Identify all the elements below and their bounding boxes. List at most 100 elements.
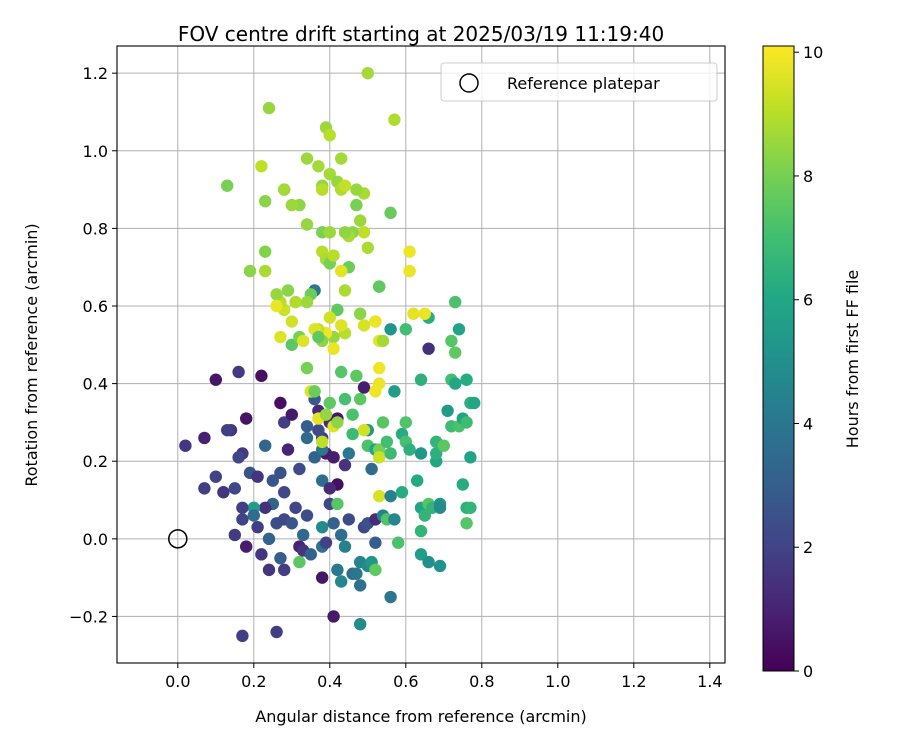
data-point [346, 408, 359, 421]
data-point [414, 373, 428, 386]
data-point [399, 416, 412, 429]
data-point [338, 226, 352, 239]
data-point [327, 610, 340, 623]
data-point [403, 245, 416, 258]
data-point [312, 330, 325, 344]
data-point [380, 435, 393, 449]
data-point [395, 486, 409, 499]
data-point [262, 532, 276, 546]
legend-label: Reference platepar [507, 74, 660, 93]
data-point [433, 501, 447, 514]
data-point [259, 439, 272, 452]
data-point [414, 524, 428, 538]
data-point [316, 520, 329, 534]
data-point [274, 330, 287, 344]
data-point [384, 206, 397, 220]
data-point [369, 385, 382, 398]
data-point [285, 408, 298, 421]
data-point [441, 404, 454, 417]
data-point [354, 617, 367, 631]
data-point [422, 555, 435, 569]
x-tick-label: 0.8 [469, 672, 494, 691]
data-point [376, 334, 390, 348]
y-tick-label: 0.6 [83, 297, 108, 316]
data-point [274, 552, 287, 565]
data-point [274, 396, 287, 410]
data-point [289, 295, 302, 309]
data-point [198, 431, 211, 445]
x-tick-label: 1.0 [545, 672, 570, 691]
plot-area: 0.0 0.2 0.4 0.6 0.8 1.0 1.2 1.4 −0.20.00.20.40.… [69, 45, 726, 691]
colorbar-tick-label: 8 [803, 167, 813, 186]
y-tick-label: 0.0 [83, 530, 108, 549]
data-point [384, 590, 397, 604]
data-point [369, 563, 382, 577]
x-axis: 0.0 0.2 0.4 0.6 0.8 1.0 1.2 1.4 [165, 663, 723, 691]
data-point [388, 113, 401, 126]
data-point [376, 416, 390, 429]
data-point [323, 482, 336, 495]
data-point [373, 451, 386, 464]
colorbar-ticks: 0 2 4 6 8 10 [794, 43, 823, 681]
data-point [468, 396, 481, 410]
x-tick-label: 0.4 [317, 672, 342, 691]
x-tick-label: 1.4 [697, 672, 722, 691]
data-point [293, 462, 306, 476]
data-point [460, 416, 473, 429]
data-point [300, 431, 314, 445]
colorbar-tick-label: 2 [803, 538, 813, 557]
data-point [350, 198, 363, 212]
data-point [300, 509, 314, 522]
data-point [403, 443, 416, 456]
data-point [316, 435, 329, 449]
scatter-points [179, 66, 481, 643]
data-point [464, 451, 477, 464]
data-point [373, 361, 386, 375]
data-point [327, 249, 340, 262]
data-point [240, 412, 253, 425]
data-point [354, 307, 367, 320]
colorbar-tick-label: 6 [803, 291, 813, 310]
data-point [297, 334, 310, 348]
data-point [338, 540, 352, 553]
data-point [259, 264, 272, 278]
data-point [316, 183, 329, 196]
data-point [365, 462, 378, 476]
data-point [464, 501, 477, 514]
data-point [270, 299, 283, 313]
y-axis-label: Rotation from reference (arcmin) [22, 223, 41, 486]
data-point [338, 458, 352, 472]
data-point [312, 160, 325, 173]
grid [117, 46, 725, 663]
data-point [357, 423, 371, 437]
data-point [335, 152, 348, 165]
data-point [259, 195, 272, 208]
data-point [255, 548, 268, 561]
x-tick-label: 0.6 [393, 672, 418, 691]
plot-frame [116, 45, 726, 664]
data-point [179, 439, 192, 452]
data-point [316, 474, 329, 487]
data-point [308, 451, 321, 464]
data-point [236, 501, 249, 514]
y-tick-label: 0.8 [83, 219, 108, 238]
data-point [251, 520, 264, 534]
y-tick-label: −0.2 [69, 607, 108, 626]
data-point [407, 307, 420, 320]
data-point [357, 381, 371, 394]
data-point [270, 288, 283, 301]
data-point [422, 342, 435, 355]
data-point [384, 489, 397, 503]
data-point [414, 447, 428, 460]
data-point [373, 489, 386, 503]
data-point [278, 486, 291, 499]
data-point [228, 528, 241, 542]
data-point [354, 214, 367, 227]
colorbar: 0 2 4 6 8 10 Hours from first FF file [762, 43, 862, 681]
colorbar-label: Hours from first FF file [843, 270, 862, 449]
data-point [278, 183, 291, 196]
x-tick-label: 0.0 [165, 672, 190, 691]
data-point [240, 540, 253, 553]
data-point [350, 183, 363, 196]
